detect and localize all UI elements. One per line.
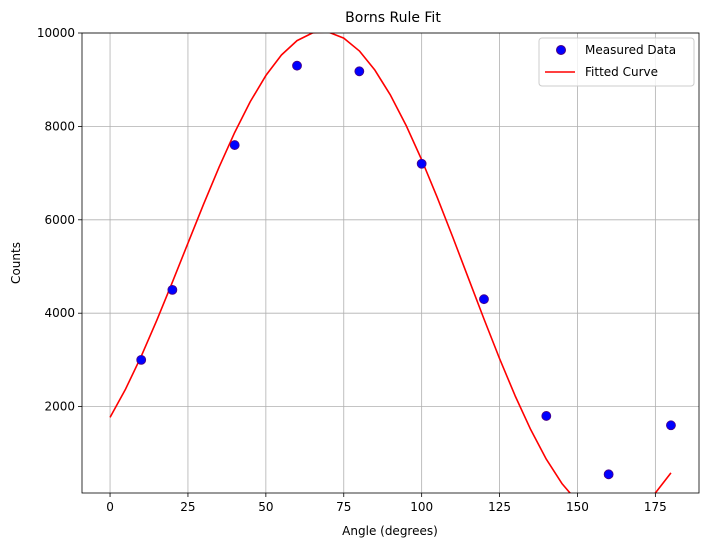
legend-label-measured: Measured Data: [585, 43, 676, 57]
grid: [82, 32, 699, 493]
y-tick-label: 2000: [44, 400, 75, 414]
measured-data-point: [292, 60, 302, 71]
measured-data-point: [541, 411, 552, 421]
x-tick-label: 50: [258, 500, 273, 514]
measured-data-point: [666, 420, 676, 431]
axes-frame: [81, 32, 700, 494]
x-tick-label: 0: [106, 500, 114, 514]
legend-box: [538, 37, 695, 87]
y-tick-label: 8000: [44, 119, 75, 133]
ticks: 0 25 50 75 100 125 150 175 2000 4000 6000 8000 10000: [37, 26, 667, 514]
x-tick-label: 100: [410, 500, 433, 514]
x-tick-label: 175: [644, 500, 667, 514]
x-axis-label: Angle (degrees): [342, 524, 438, 538]
x-tick-label: 75: [336, 500, 351, 514]
measured-data-point: [416, 158, 427, 169]
y-tick-label: 4000: [44, 306, 75, 320]
y-tick-label: 10000: [37, 26, 75, 40]
measured-data-point: [354, 66, 365, 77]
fitted-curve-line: [109, 33, 672, 493]
x-tick-label: 25: [180, 500, 195, 514]
y-tick-label: 6000: [44, 213, 75, 227]
measured-data-point: [229, 140, 240, 150]
plot-area: [109, 33, 676, 493]
x-tick-label: 125: [488, 500, 511, 514]
legend-label-fitted: Fitted Curve: [585, 65, 658, 79]
measured-data-point: [479, 294, 489, 305]
legend: Measured Data Fitted Curve: [538, 37, 695, 87]
x-tick-label: 150: [566, 500, 589, 514]
chart-title: Borns Rule Fit: [345, 10, 441, 26]
y-axis-label: Counts: [9, 242, 23, 284]
legend-marker-measured: [556, 45, 566, 55]
measured-data-point: [603, 469, 614, 480]
measured-data-point: [167, 284, 178, 295]
measured-data-point: [136, 354, 147, 365]
